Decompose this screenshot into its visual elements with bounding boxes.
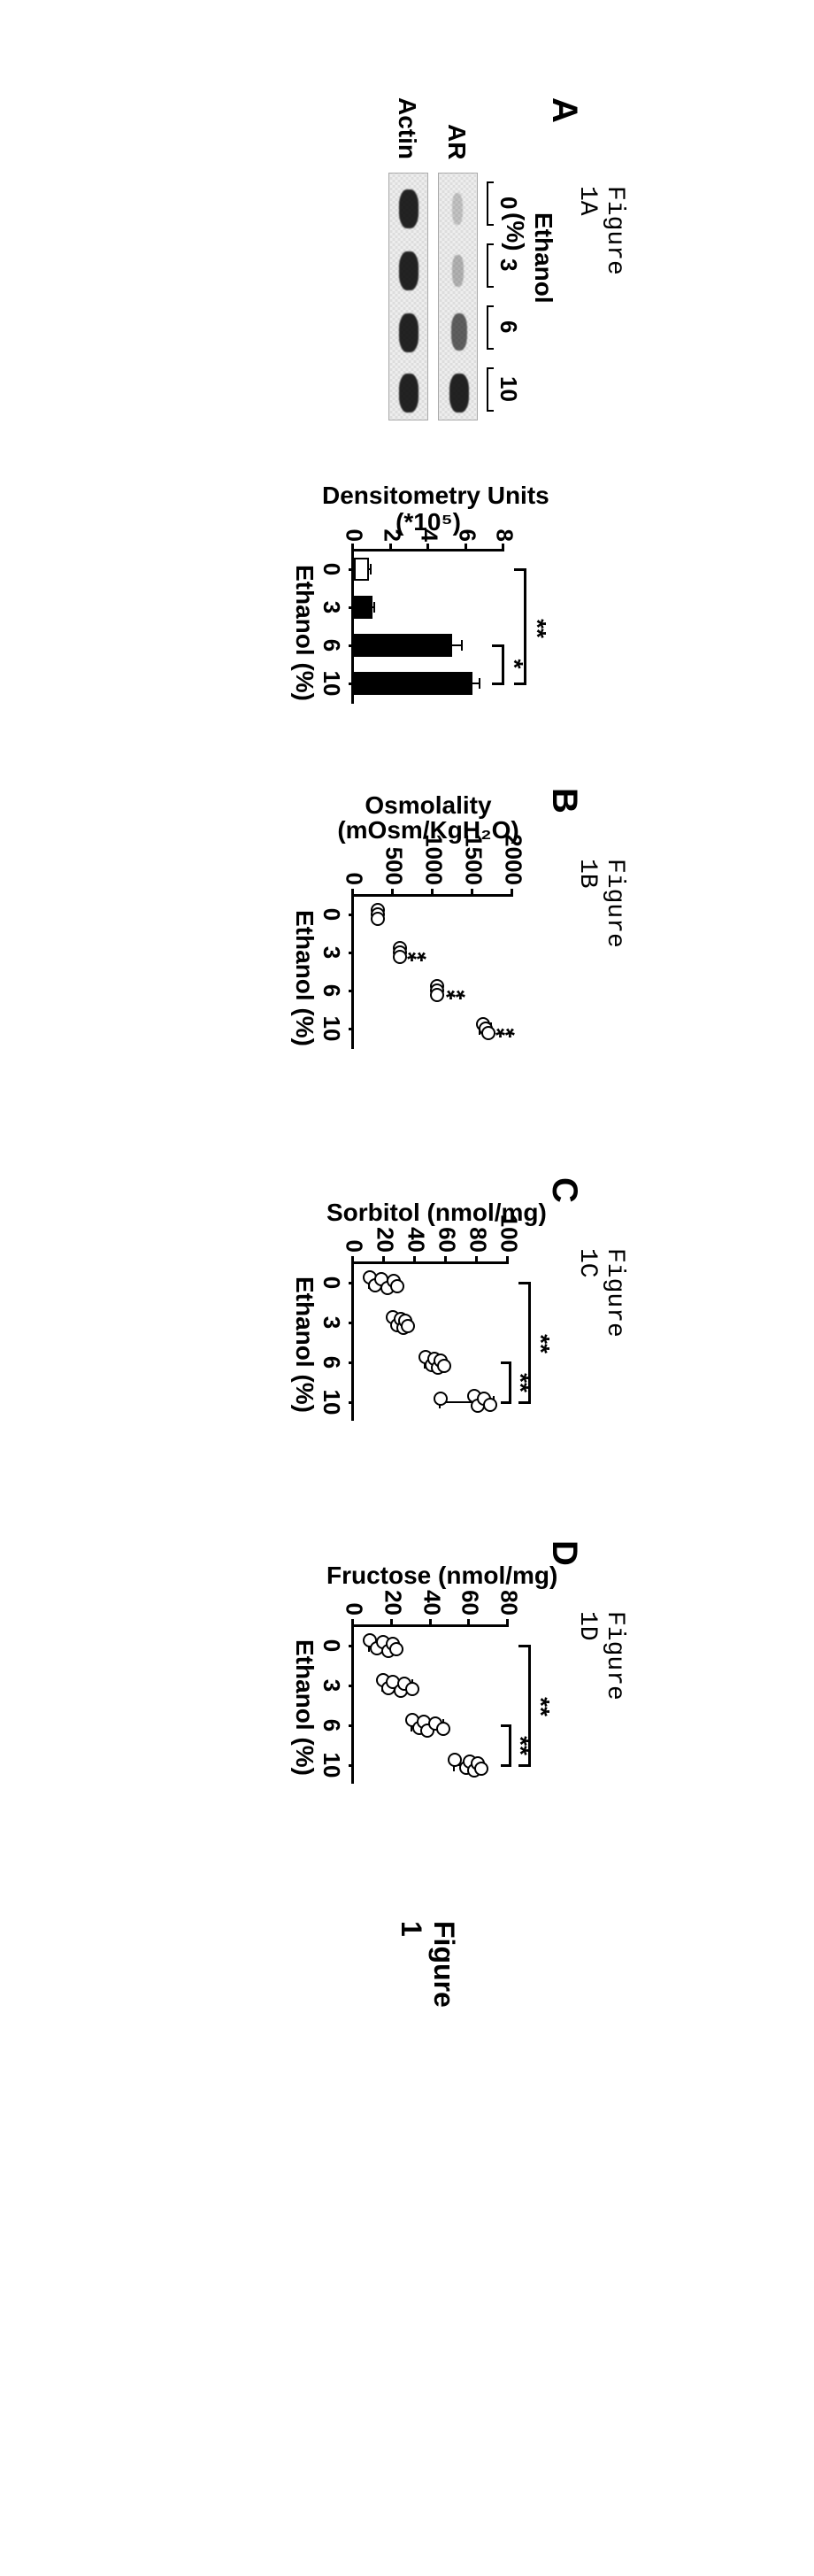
C-x0: 0 <box>318 1276 345 1289</box>
pt-b-2-2 <box>430 988 444 1002</box>
panel-letter-c: C <box>544 1177 584 1203</box>
panel-letter-b: B <box>544 788 584 814</box>
B-sig3: ** <box>495 1022 515 1035</box>
D-ytitle: Fructose (nmol/mg) <box>326 1562 530 1590</box>
blot-actin <box>388 173 428 420</box>
A-xtick-6: 6 <box>318 639 345 652</box>
D-x0: 0 <box>318 1639 345 1652</box>
A-ytitle1: Densitometry Units <box>322 482 534 510</box>
C-x10: 10 <box>318 1390 345 1415</box>
B-x3: 3 <box>318 946 345 959</box>
caption-d: Figure 1D <box>573 1611 628 1701</box>
sig-lower-A: * <box>508 659 520 669</box>
D-x10: 10 <box>318 1753 345 1778</box>
caption-a: Figure 1A <box>573 186 628 275</box>
blot-row-ar-label: AR <box>442 124 471 159</box>
C-x3: 3 <box>318 1316 345 1329</box>
B-sig1: ** <box>407 946 426 959</box>
B-x6: 6 <box>318 984 345 997</box>
A-xtitle: Ethanol (%) <box>290 565 319 701</box>
sig-upper-D: ** <box>534 1697 547 1716</box>
C-x6: 6 <box>318 1356 345 1369</box>
sig-upper-C: ** <box>534 1334 547 1354</box>
bar-6 <box>354 634 452 657</box>
caption-c: Figure 1C <box>573 1248 628 1338</box>
B-xtitle: Ethanol (%) <box>290 910 319 1046</box>
pt-b-1-2 <box>393 950 407 964</box>
panel-letter-a: A <box>544 97 584 123</box>
A-xtick-10: 10 <box>318 671 345 697</box>
lane-6: 6 <box>495 320 522 333</box>
lane-10: 10 <box>495 376 522 402</box>
B-x10: 10 <box>318 1016 345 1042</box>
pt-b-0-2 <box>371 912 385 926</box>
A-xtick-3: 3 <box>318 601 345 613</box>
D-x3: 3 <box>318 1679 345 1692</box>
pt-b-3-2 <box>481 1026 495 1040</box>
bar-3 <box>354 596 372 619</box>
chart-B: 0 500 1000 1500 2000 0 3 6 10 ** <box>327 832 531 1062</box>
C-ytitle: Sorbitol (nmol/mg) <box>326 1199 530 1227</box>
A-ytitle2: (*10⁵) <box>322 508 534 536</box>
figure-1-label: Figure 1 <box>395 1921 460 2008</box>
bar-10 <box>354 672 472 695</box>
B-sig2: ** <box>446 984 465 997</box>
chart-C: 0 20 40 60 80 100 0 3 6 10 <box>327 1213 531 1443</box>
sig-lower-D: ** <box>514 1736 526 1755</box>
bar-chart-A: 0 2 4 6 8 0 3 6 10 ** * Ethanol (%) De <box>327 505 531 717</box>
blot-ar <box>438 173 478 420</box>
sig-upper-A: ** <box>531 619 543 638</box>
blot-row-actin-label: Actin <box>393 97 421 159</box>
chart-D: 0 20 40 60 80 0 3 6 10 <box>327 1576 531 1806</box>
lane-0: 0 <box>495 197 522 209</box>
B-x0: 0 <box>318 908 345 921</box>
A-xtick-0: 0 <box>318 563 345 575</box>
D-xtitle: Ethanol (%) <box>290 1639 319 1776</box>
C-xtitle: Ethanol (%) <box>290 1276 319 1413</box>
caption-b: Figure 1B <box>573 859 628 948</box>
lane-3: 3 <box>495 258 522 271</box>
D-x6: 6 <box>318 1719 345 1731</box>
B-ytitle2: (mOsm/KgH₂O) <box>331 816 526 845</box>
bar-0 <box>354 558 369 581</box>
sig-lower-C: ** <box>514 1373 526 1392</box>
